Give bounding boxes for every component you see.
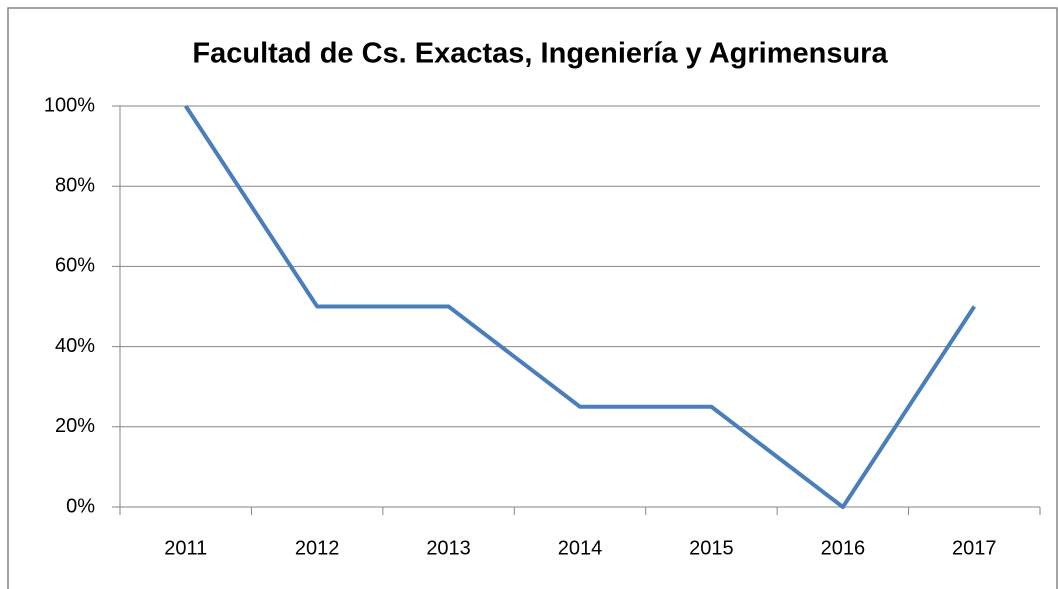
y-tick-label: 80% [55, 174, 95, 196]
y-tick-label: 40% [55, 335, 95, 357]
y-tick-label: 100% [44, 94, 95, 116]
x-tick-label: 2011 [164, 537, 207, 559]
x-tick-label: 2016 [821, 537, 866, 559]
x-tick-label: 2014 [558, 537, 603, 559]
chart-title: Facultad de Cs. Exactas, Ingeniería y Ag… [192, 38, 888, 70]
x-tick-label: 2015 [689, 537, 734, 559]
y-tick-label: 60% [55, 255, 95, 277]
x-tick-label: 2012 [295, 537, 340, 559]
x-tick-label: 2017 [952, 537, 997, 559]
y-tick-label: 0% [66, 495, 95, 517]
x-tick-label: 2013 [426, 537, 471, 559]
y-tick-label: 20% [55, 415, 95, 437]
chart-frame [7, 7, 1058, 589]
data-line [184, 104, 976, 509]
